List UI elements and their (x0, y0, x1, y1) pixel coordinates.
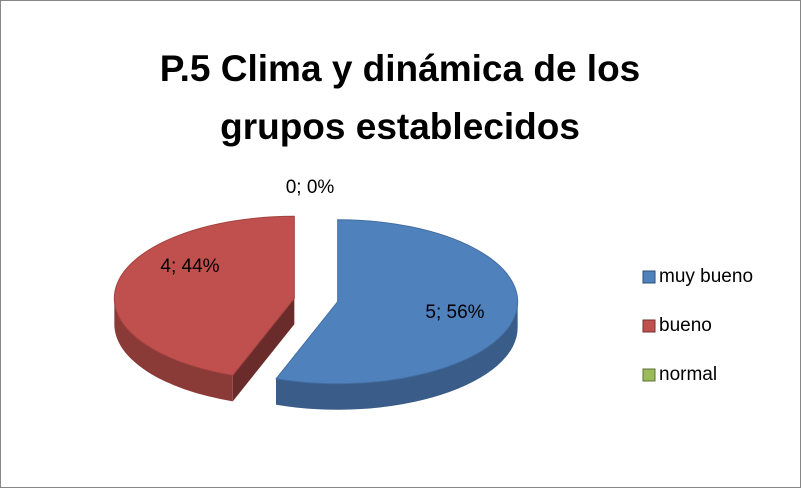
legend-label: bueno (659, 315, 712, 336)
data-label: 5; 56% (425, 302, 484, 323)
slice-side (276, 301, 518, 410)
legend-swatch (642, 270, 656, 284)
slice-side (114, 298, 233, 402)
slice-wall (232, 298, 295, 402)
legend-swatch (642, 319, 656, 333)
chart-title: P.5 Clima y dinámica de los grupos estab… (159, 48, 641, 147)
legend-swatch (642, 368, 656, 382)
data-label: 0; 0% (286, 177, 335, 198)
pie-slice (275, 219, 519, 385)
pie-slice (113, 215, 295, 376)
legend-label: normal (659, 364, 717, 385)
data-label: 4; 44% (160, 256, 219, 277)
legend-label: muy bueno (659, 266, 753, 287)
